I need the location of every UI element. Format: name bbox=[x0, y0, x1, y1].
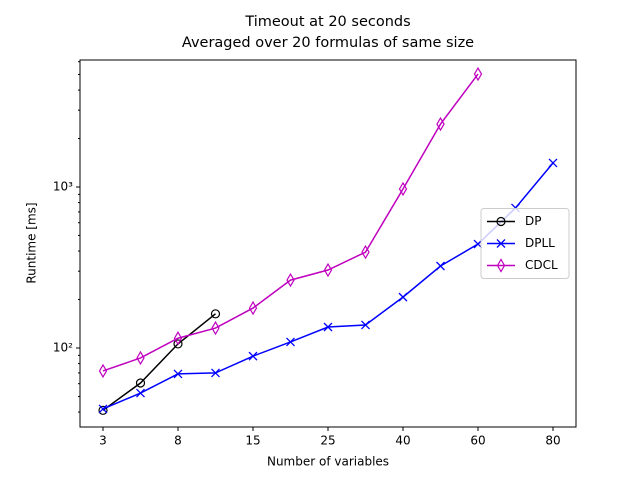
series-line bbox=[102, 73, 479, 372]
data-point bbox=[173, 339, 183, 349]
x-tick-label: 3 bbox=[99, 434, 107, 448]
data-point bbox=[98, 363, 108, 379]
chart-subtitle: Averaged over 20 formulas of same size bbox=[182, 35, 474, 51]
x-tick-label: 40 bbox=[395, 434, 410, 448]
legend-label: CDCL bbox=[525, 258, 558, 272]
chart-title: Timeout at 20 seconds bbox=[244, 14, 410, 30]
plot-frame bbox=[79, 59, 577, 428]
data-point bbox=[398, 181, 408, 197]
data-point bbox=[98, 404, 108, 414]
data-point bbox=[210, 309, 221, 319]
data-point bbox=[436, 261, 445, 271]
data-point bbox=[98, 405, 108, 415]
data-point bbox=[173, 331, 183, 346]
x-tick-label: 80 bbox=[545, 434, 560, 448]
data-point bbox=[548, 158, 558, 168]
y-tick-label: 10² bbox=[53, 340, 73, 354]
y-axis-label: Runtime [ms] bbox=[25, 202, 39, 283]
x-axis-label: Number of variables bbox=[267, 455, 389, 469]
data-point bbox=[211, 320, 220, 336]
data-point bbox=[136, 388, 145, 398]
data-point bbox=[323, 262, 333, 278]
data-point bbox=[398, 292, 408, 302]
data-point bbox=[136, 350, 145, 366]
data-point bbox=[173, 369, 183, 379]
data-point bbox=[211, 368, 220, 378]
data-point bbox=[248, 300, 258, 316]
x-tick-label: 25 bbox=[320, 434, 335, 448]
data-point bbox=[361, 320, 370, 330]
x-tick-label: 60 bbox=[470, 434, 485, 448]
legend-label: DP bbox=[525, 214, 541, 228]
data-point bbox=[286, 272, 295, 288]
data-point bbox=[248, 351, 258, 361]
legend-box bbox=[480, 208, 570, 279]
legend-marker bbox=[496, 239, 506, 248]
x-tick-label: 15 bbox=[245, 434, 260, 448]
legend-label: DPLL bbox=[525, 236, 555, 250]
x-tick-label: 8 bbox=[174, 434, 182, 448]
data-point bbox=[436, 116, 445, 132]
data-point bbox=[473, 66, 483, 82]
y-tick-label: 10³ bbox=[53, 179, 73, 193]
legend-marker bbox=[496, 258, 506, 273]
data-point bbox=[323, 322, 333, 332]
data-point bbox=[135, 378, 146, 388]
series-line bbox=[102, 313, 216, 411]
data-point bbox=[361, 244, 370, 260]
legend-marker bbox=[496, 216, 506, 227]
data-point bbox=[286, 337, 295, 347]
